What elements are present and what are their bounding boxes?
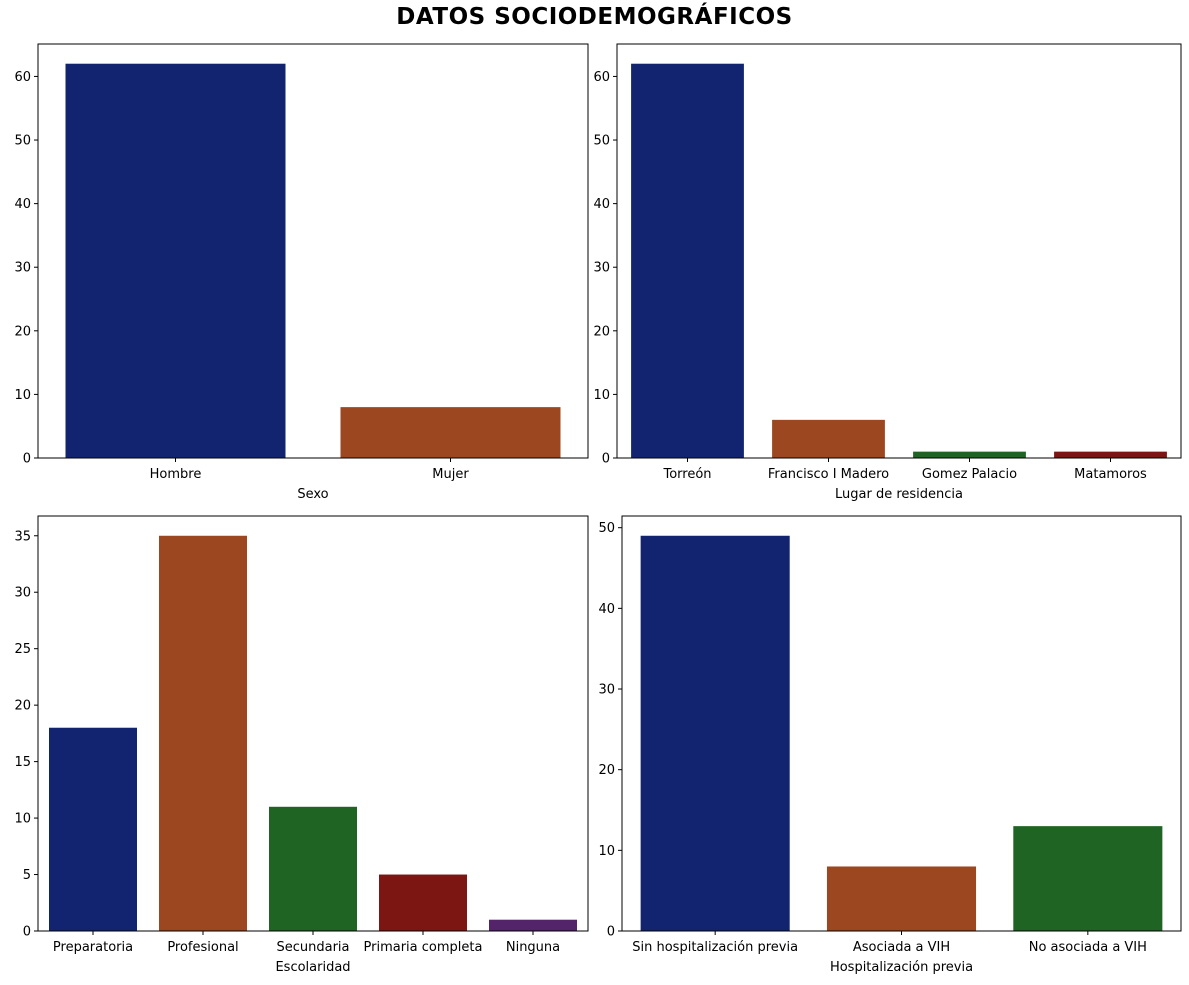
bar-2-1 [631, 63, 744, 458]
y-tick-label: 60 [593, 70, 610, 85]
chart-panel-2: 0 10 20 30 40 50 60 Torreón Francisco I Madero Go… [593, 43, 1182, 502]
y-tick-label: 10 [14, 388, 31, 403]
x-tick-label: Mujer [432, 467, 469, 482]
figure-title: DATOS SOCIODEMOGRÁFICOS [396, 4, 793, 30]
y-tick-label: 0 [23, 925, 31, 940]
bar-1-1 [65, 63, 286, 458]
axes-frame [616, 43, 1182, 459]
y-tick-label: 50 [14, 134, 31, 149]
y-tick-label: 40 [14, 197, 31, 212]
y-tick-label: 15 [14, 755, 31, 770]
axes-frame [37, 43, 589, 459]
y-tick-label: 10 [593, 388, 610, 403]
chart-panel-1: 0 10 20 30 40 50 60 Hombre Mujer Sexo [14, 43, 589, 502]
y-tick-label: 30 [14, 261, 31, 276]
y-tick-label: 60 [14, 70, 31, 85]
chart-panel-3: 0 5 10 15 20 25 30 35 Preparatoria Profesional Sec… [14, 515, 589, 975]
x-tick-label: Hombre [150, 467, 202, 482]
y-tick-label: 0 [602, 452, 610, 467]
bar-2-2 [772, 419, 885, 458]
y-tick-label: 50 [598, 521, 615, 536]
y-tick-label: 0 [607, 925, 615, 940]
x-axis-label: Lugar de residencia [835, 487, 963, 502]
y-tick-label: 30 [14, 586, 31, 601]
x-axis-label: Sexo [297, 487, 328, 502]
x-axis-label: Hospitalización previa [830, 960, 973, 975]
y-tick-label: 25 [14, 642, 31, 657]
y-tick-label: 10 [14, 812, 31, 827]
y-tick-label: 50 [593, 134, 610, 149]
x-tick-label: Profesional [167, 940, 238, 955]
bar-2-4 [1054, 451, 1167, 458]
y-tick-label: 0 [23, 452, 31, 467]
bar-1-2 [340, 407, 561, 458]
bar-4-1 [640, 535, 790, 931]
x-tick-label: Francisco I Madero [768, 467, 889, 482]
x-tick-label: Asociada a VIH [853, 940, 950, 955]
y-tick-label: 10 [598, 844, 615, 859]
bar-4-2 [826, 866, 977, 931]
y-tick-label: 40 [593, 197, 610, 212]
bar-3-2 [159, 535, 247, 931]
y-tick-label: 40 [598, 602, 615, 617]
bar-3-1 [49, 727, 137, 931]
x-tick-label: Preparatoria [53, 940, 133, 955]
x-tick-label: Torreón [662, 467, 711, 482]
x-tick-label: Matamoros [1074, 467, 1147, 482]
x-axis-label: Escolaridad [275, 960, 350, 975]
y-tick-label: 20 [14, 699, 31, 714]
bar-4-3 [1013, 826, 1163, 931]
chart-panel-4: 0 10 20 30 40 50 Sin hospitalización previa Aso… [598, 515, 1182, 975]
bar-3-3 [269, 806, 357, 931]
bar-3-5 [489, 919, 577, 931]
x-tick-label: Gomez Palacio [922, 467, 1017, 482]
y-tick-label: 30 [593, 261, 610, 276]
x-tick-label: No asociada a VIH [1029, 940, 1147, 955]
y-tick-label: 35 [14, 529, 31, 544]
x-tick-label: Primaria completa [364, 940, 483, 955]
y-tick-label: 5 [23, 868, 31, 883]
bar-3-4 [379, 874, 467, 931]
y-tick-label: 20 [14, 324, 31, 339]
x-tick-label: Sin hospitalización previa [632, 940, 798, 955]
bar-2-3 [913, 451, 1026, 458]
x-tick-label: Secundaria [276, 940, 349, 955]
y-tick-label: 20 [598, 763, 615, 778]
y-tick-label: 20 [593, 324, 610, 339]
y-tick-label: 30 [598, 683, 615, 698]
x-tick-label: Ninguna [506, 940, 560, 955]
